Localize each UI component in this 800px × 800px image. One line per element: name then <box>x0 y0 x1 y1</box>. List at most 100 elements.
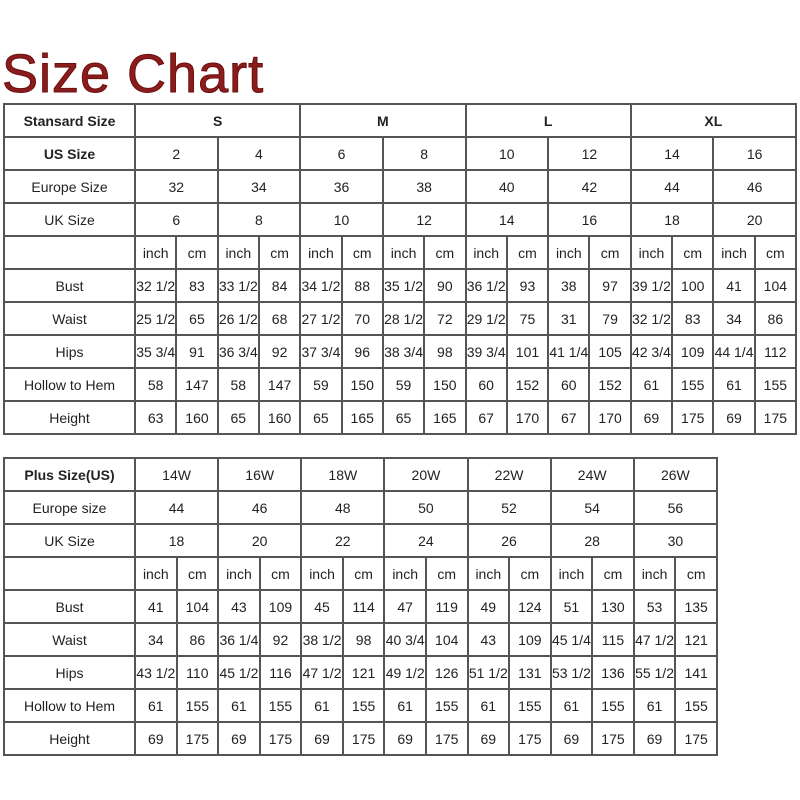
measurement-value: 59 <box>381 367 426 402</box>
measurement-value: 175 <box>591 721 635 756</box>
units-row: inch cm inch cm inch cm inch cm inch cm inch cm inch… <box>3 235 798 270</box>
measurement-value: 135 <box>674 589 718 624</box>
measurement-value: 175 <box>175 721 220 756</box>
measurement-row: Hips 35 3/4 91 36 3/4 92 37 3/4 96 38 3/4 98 39 3… <box>3 334 798 369</box>
measurement-value: 53 1/2 <box>549 655 594 690</box>
measurement-row: Hollow to Hem 61 155 61 155 61 155 61 155 61 155 61… <box>3 688 718 723</box>
size-value: 10 <box>464 136 550 171</box>
size-value: 6 <box>299 136 384 171</box>
measurement-value: 69 <box>632 721 677 756</box>
measurement-value: 104 <box>424 622 469 657</box>
size-value: 46 <box>217 490 303 525</box>
measurement-value: 86 <box>753 301 798 336</box>
size-value: 12 <box>381 202 467 237</box>
measurement-value: 75 <box>505 301 550 336</box>
measurement-value: 34 <box>712 301 756 336</box>
measurement-value: 32 1/2 <box>629 301 674 336</box>
unit-label: inch <box>549 556 594 591</box>
size-value: 32 <box>134 169 219 204</box>
measurement-value: 49 <box>466 589 511 624</box>
measurement-value: 33 1/2 <box>216 268 260 303</box>
unit-label: inch <box>629 235 674 270</box>
measurement-value: 61 <box>217 688 261 723</box>
standard-size-table: Stansard Size S M L XL US Size 2 4 6 8 10 12 14 16 Eur… <box>3 103 798 435</box>
measurement-value: 42 3/4 <box>629 334 674 369</box>
size-value: 14 <box>629 136 715 171</box>
measurement-value: 109 <box>258 589 303 624</box>
size-group-header: 24W <box>549 457 635 492</box>
measurement-value: 100 <box>671 268 715 303</box>
size-value: 50 <box>383 490 469 525</box>
measurement-value: 31 <box>547 301 591 336</box>
measurement-value: 43 <box>217 589 261 624</box>
measurement-value: 69 <box>217 721 261 756</box>
size-value: 26 <box>466 523 552 558</box>
unit-label: inch <box>712 235 756 270</box>
measurement-value: 34 1/2 <box>299 268 343 303</box>
size-value: 38 <box>381 169 467 204</box>
measurement-value: 39 3/4 <box>464 334 508 369</box>
size-group-header: 26W <box>632 457 719 492</box>
measurement-value: 61 <box>549 688 594 723</box>
measurement-value: 175 <box>424 721 469 756</box>
measurement-value: 61 <box>134 688 178 723</box>
measurement-value: 41 1/4 <box>547 334 591 369</box>
measurement-value: 61 <box>712 367 756 402</box>
measurement-value: 79 <box>588 301 632 336</box>
measurement-value: 65 <box>216 400 260 435</box>
measurement-value: 67 <box>547 400 591 435</box>
size-row: UK Size 18 20 22 24 26 28 30 <box>3 523 719 558</box>
size-value: 12 <box>547 136 632 171</box>
unit-label: inch <box>464 235 508 270</box>
measurement-value: 63 <box>133 400 178 435</box>
measurement-value: 115 <box>591 622 635 657</box>
unit-label: cm <box>257 235 302 270</box>
measurement-value: 47 1/2 <box>632 622 677 657</box>
measurement-value: 175 <box>674 721 718 756</box>
size-value: 2 <box>134 136 219 171</box>
measurement-value: 155 <box>508 688 552 723</box>
unit-label: cm <box>341 556 386 591</box>
size-group-header: S <box>133 103 302 138</box>
size-value: 40 <box>464 169 550 204</box>
measurement-value: 155 <box>674 688 718 723</box>
measurement-value: 69 <box>629 400 674 435</box>
row-label: Hollow to Hem <box>3 367 136 402</box>
measurement-value: 35 1/2 <box>381 268 426 303</box>
header-label: Plus Size(US) <box>3 457 136 492</box>
measurement-value: 101 <box>505 334 550 369</box>
measurement-row: Bust 32 1/2 83 33 1/2 84 34 1/2 88 35 1/2 90 36 1… <box>3 268 798 303</box>
size-group-header: 18W <box>300 457 386 492</box>
measurement-value: 147 <box>257 367 302 402</box>
size-value: 8 <box>381 136 467 171</box>
row-label: UK Size <box>3 523 136 558</box>
size-row: Europe Size 32 34 36 38 40 42 44 46 <box>3 169 797 204</box>
measurement-value: 69 <box>134 721 178 756</box>
empty-cell <box>3 235 136 270</box>
measurement-row: Hollow to Hem 58 147 58 147 59 150 59 150 60 152 60… <box>3 367 798 402</box>
measurement-value: 175 <box>671 400 715 435</box>
unit-label: cm <box>508 556 552 591</box>
measurement-value: 61 <box>383 688 427 723</box>
header-row: Stansard Size S M L XL <box>3 103 798 138</box>
row-label: Waist <box>3 622 136 657</box>
measurement-value: 97 <box>588 268 632 303</box>
row-label: Hips <box>3 334 136 369</box>
measurement-value: 109 <box>508 622 552 657</box>
size-value: 52 <box>466 490 552 525</box>
measurement-row: Height 63 160 65 160 65 165 65 165 67 170 67 170 69 17… <box>3 400 798 435</box>
row-label: Height <box>3 721 136 756</box>
size-value: 4 <box>216 136 302 171</box>
measurement-value: 155 <box>671 367 715 402</box>
measurement-value: 26 1/2 <box>216 301 260 336</box>
measurement-value: 67 <box>464 400 508 435</box>
measurement-value: 124 <box>508 589 552 624</box>
measurement-value: 121 <box>341 655 386 690</box>
unit-label: inch <box>133 235 178 270</box>
unit-label: inch <box>217 556 261 591</box>
measurement-value: 92 <box>258 622 303 657</box>
size-value: 10 <box>299 202 384 237</box>
measurement-value: 69 <box>549 721 594 756</box>
unit-label: cm <box>175 556 220 591</box>
size-value: 22 <box>300 523 386 558</box>
